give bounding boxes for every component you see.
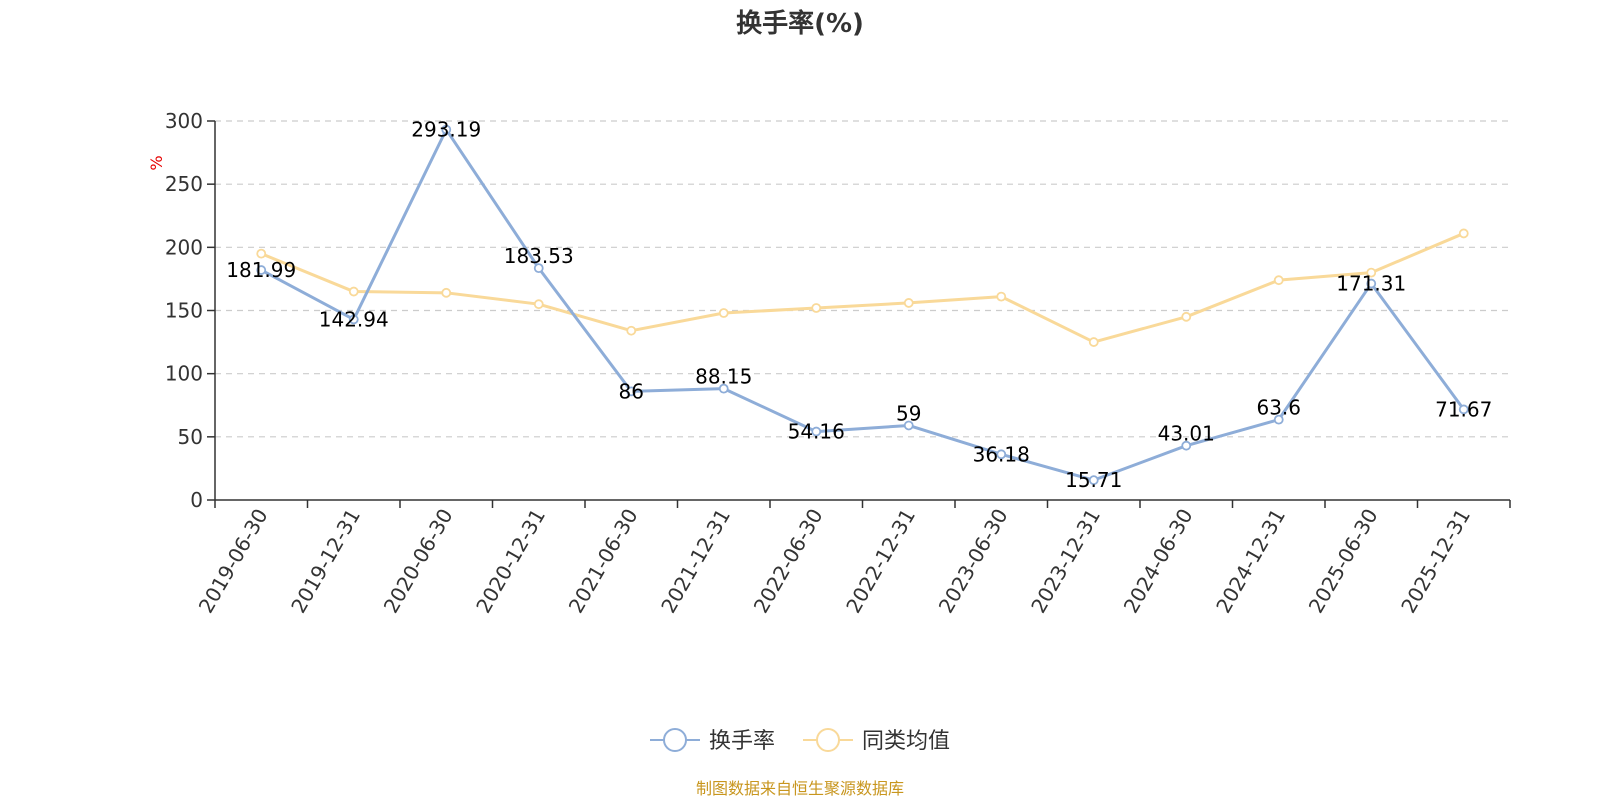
- data-point: [811, 426, 822, 437]
- y-axis-unit: %: [147, 155, 166, 170]
- data-point: [1366, 267, 1377, 278]
- data-point: [1366, 278, 1377, 289]
- data-point: [441, 124, 452, 135]
- data-point: [1088, 337, 1099, 347]
- data-point: [1273, 275, 1284, 286]
- y-tick-label: 50: [178, 425, 203, 449]
- data-point: [903, 298, 914, 308]
- legend-marker: [663, 728, 687, 752]
- data-point: [811, 303, 822, 313]
- x-tick-label: 2019-12-31: [286, 505, 365, 618]
- x-tick-label: 2019-06-30: [194, 505, 273, 618]
- data-label: 171.31: [1336, 272, 1406, 296]
- series-line: [260, 128, 1465, 482]
- x-tick-label: 2022-12-31: [841, 505, 920, 618]
- y-tick-labels: 0 50 100 150 200 250 300: [165, 109, 203, 512]
- data-point: [996, 449, 1007, 460]
- x-tick-label: 2020-12-31: [471, 505, 550, 618]
- data-point: [1181, 440, 1192, 451]
- legend-label: 换手率: [709, 729, 775, 754]
- x-tick-label: 2024-06-30: [1119, 505, 1198, 618]
- data-label: 59: [896, 401, 921, 425]
- y-tick-label: 300: [165, 109, 203, 133]
- data-point: [256, 248, 267, 259]
- data-label: 86: [619, 379, 644, 403]
- legend-marker: [816, 728, 840, 752]
- data-labels: 181.99 142.94 293.19 183.53 86 88.15 54.16 59 36…: [226, 118, 1492, 493]
- legend-item[interactable]: 换手率: [650, 728, 775, 754]
- x-tick-label: 2024-12-31: [1211, 505, 1290, 618]
- data-point: [1458, 228, 1469, 239]
- data-point: [626, 325, 637, 336]
- data-point: [256, 265, 267, 275]
- data-point: [718, 383, 729, 394]
- y-tick-label: 0: [190, 488, 203, 512]
- y-tick-label: 150: [165, 299, 203, 323]
- chart-title: 换手率(%): [736, 8, 864, 39]
- data-point: [348, 314, 359, 325]
- x-tick-label: 2020-06-30: [379, 505, 458, 618]
- x-tick-label: 2025-12-31: [1396, 505, 1475, 618]
- x-tick-label: 2022-06-30: [749, 505, 828, 618]
- data-label: 54.16: [788, 420, 845, 444]
- data-label: 36.18: [973, 442, 1030, 466]
- data-label: 183.53: [504, 244, 574, 268]
- data-label: 142.94: [319, 307, 389, 331]
- data-label: 63.6: [1256, 396, 1301, 420]
- x-tick-label: 2025-06-30: [1304, 505, 1383, 618]
- data-point: [348, 286, 359, 297]
- legend-item[interactable]: 同类均值: [803, 728, 950, 754]
- data-label: 88.15: [695, 365, 752, 389]
- data-point: [626, 386, 637, 397]
- data-label: 71.67: [1435, 397, 1492, 421]
- grid-lines: [215, 120, 1510, 438]
- x-tick-labels: 2019-06-30 2019-12-31 2020-06-30 2020-12-31…: [194, 505, 1475, 618]
- data-label: 15.71: [1065, 468, 1122, 492]
- data-point: [718, 308, 729, 318]
- x-tick-label: 2021-06-30: [564, 505, 643, 618]
- x-tick-label: 2023-12-31: [1026, 505, 1105, 618]
- series-line: [260, 232, 1465, 344]
- data-point: [1088, 475, 1099, 486]
- data-point: [1273, 414, 1284, 425]
- y-tick-label: 250: [165, 172, 203, 196]
- series-lines: [256, 124, 1469, 486]
- data-point: [996, 291, 1007, 302]
- data-point: [1458, 404, 1469, 415]
- data-point: [533, 299, 544, 310]
- axes: [207, 120, 1511, 508]
- legend-label: 同类均值: [862, 729, 950, 754]
- legend[interactable]: 换手率 同类均值: [650, 728, 950, 754]
- data-point: [1181, 311, 1192, 322]
- y-tick-label: 200: [165, 235, 203, 259]
- data-point: [903, 420, 914, 431]
- y-tick-label: 100: [165, 362, 203, 386]
- data-point: [441, 287, 452, 298]
- data-label: 43.01: [1158, 422, 1215, 446]
- source-note: 制图数据来自恒生聚源数据库: [696, 779, 904, 798]
- data-point: [533, 263, 544, 274]
- data-label: 181.99: [226, 258, 296, 282]
- x-tick-label: 2023-06-30: [934, 505, 1013, 618]
- data-label: 293.19: [411, 118, 481, 142]
- x-tick-label: 2021-12-31: [656, 505, 735, 618]
